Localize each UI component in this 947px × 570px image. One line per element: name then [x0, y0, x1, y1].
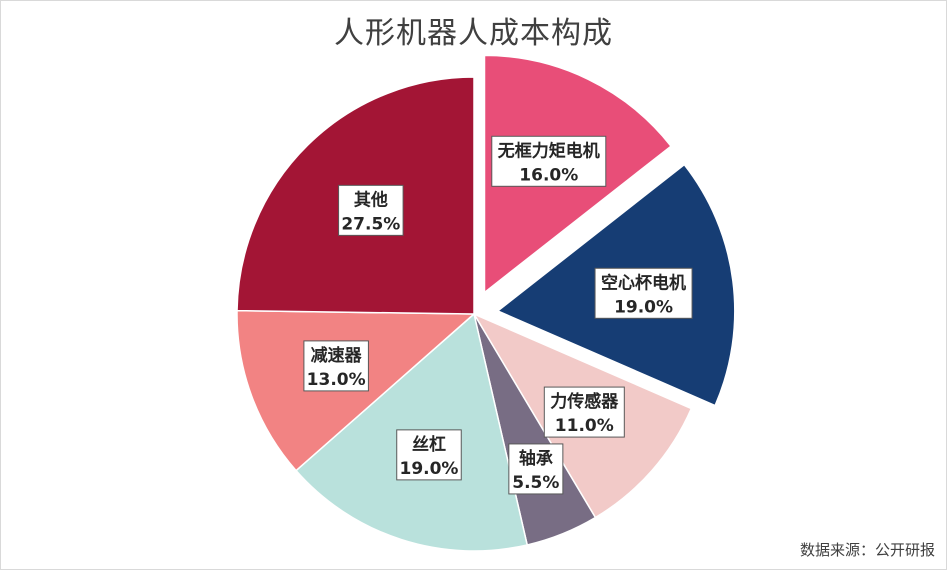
data-source-note: 数据来源：公开研报: [799, 541, 935, 559]
data-label-box: [396, 429, 462, 481]
data-label-category: 减速器: [311, 345, 363, 366]
data-label-value: 19.0%: [614, 297, 673, 317]
data-label-value: 16.0%: [519, 165, 578, 185]
data-label-value: 27.5%: [341, 214, 400, 234]
data-label: 减速器 13.0%: [303, 340, 369, 392]
data-label-category: 丝杠: [412, 434, 446, 455]
data-label-value: 19.0%: [399, 459, 458, 479]
data-label-box: [543, 386, 625, 438]
data-label: 轴承 5.5%: [508, 443, 564, 495]
data-label-category: 无框力矩电机: [497, 140, 600, 161]
data-label: 空心杯电机 19.0%: [594, 267, 693, 319]
data-label-value: 13.0%: [307, 370, 366, 390]
data-label: 其他 27.5%: [338, 184, 404, 236]
data-label-box: [338, 184, 404, 236]
data-label-category: 其他: [354, 189, 388, 210]
data-label-box: [491, 135, 607, 187]
data-label-category: 力传感器: [550, 391, 619, 412]
data-label-value: 5.5%: [512, 473, 559, 493]
data-label: 力传感器 11.0%: [543, 386, 625, 438]
data-label-value: 11.0%: [555, 416, 614, 436]
data-label-box: [303, 340, 369, 392]
data-label-category: 空心杯电机: [601, 272, 686, 293]
chart-title: 人形机器人成本构成: [334, 16, 613, 51]
data-label-category: 轴承: [519, 448, 553, 469]
data-label-box: [594, 267, 693, 319]
data-label-box: [508, 443, 564, 495]
data-label: 无框力矩电机 16.0%: [491, 135, 607, 187]
data-label: 丝杠 19.0%: [396, 429, 462, 481]
